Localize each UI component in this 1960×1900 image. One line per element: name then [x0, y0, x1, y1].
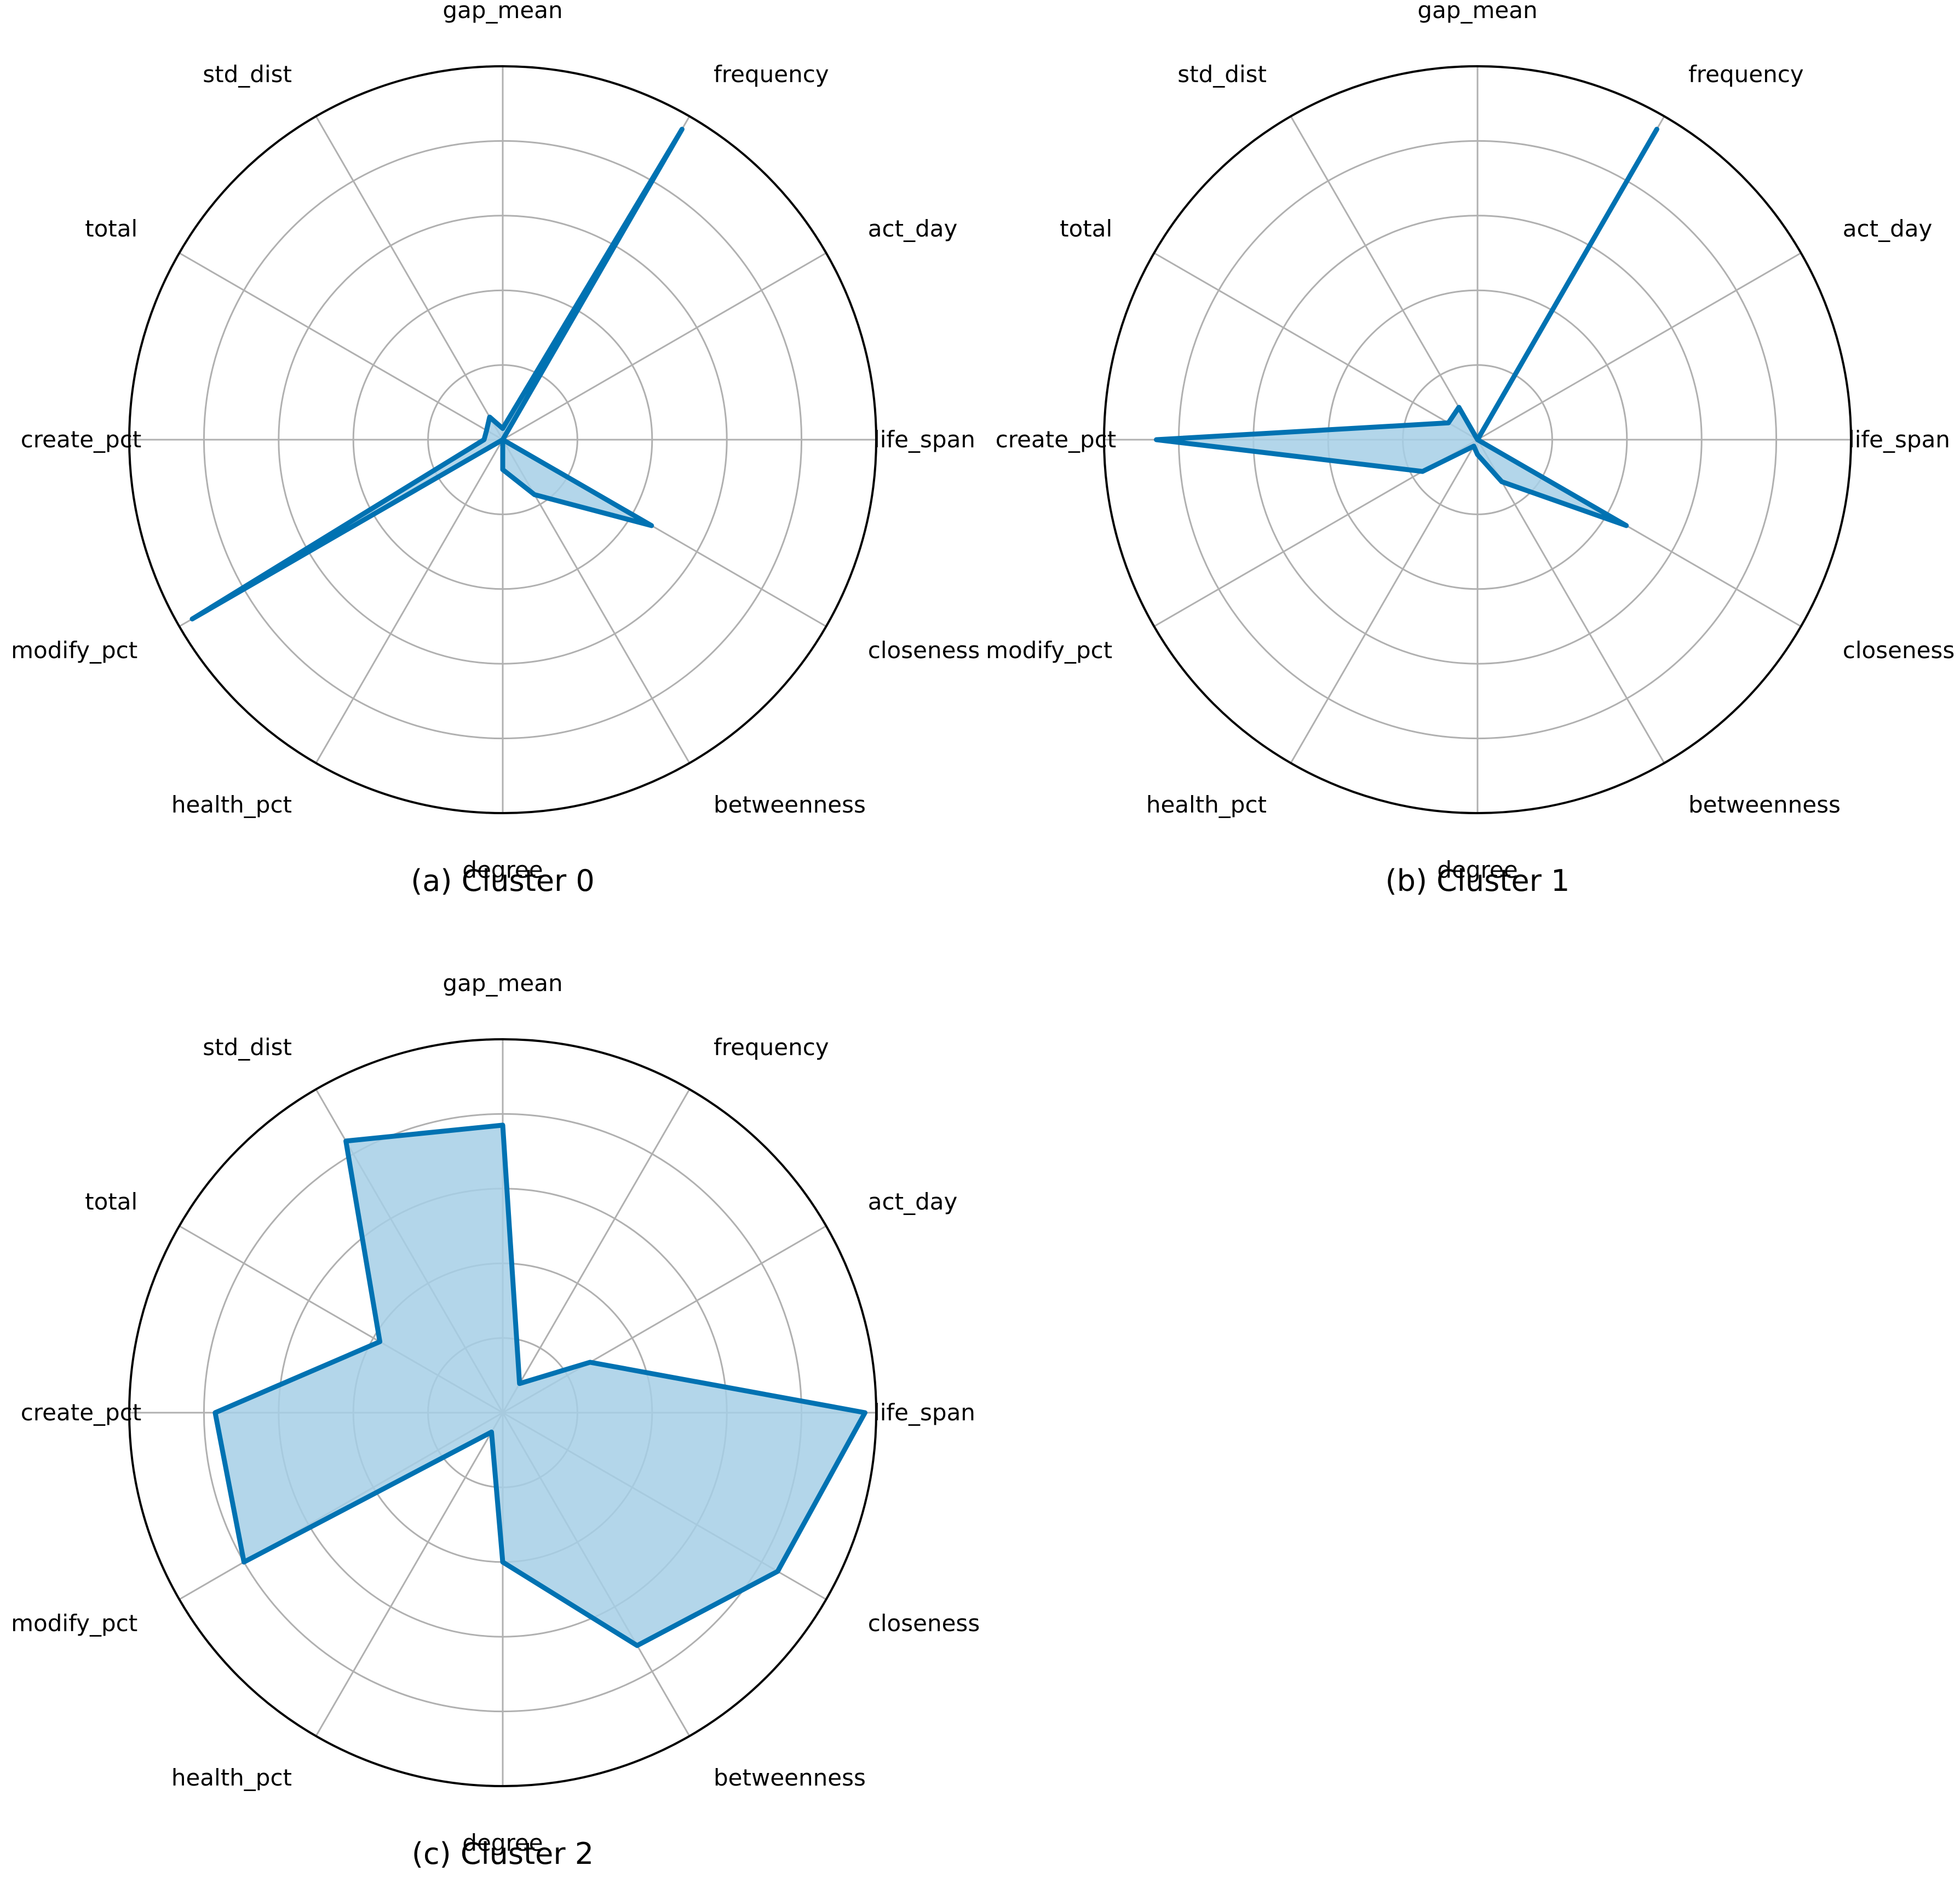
axis-label-std_dist: std_dist	[203, 1034, 292, 1061]
spoke-health_pct	[1290, 439, 1479, 764]
axis-label-degree: degree	[1437, 856, 1518, 883]
axis-label-total: total	[85, 1188, 137, 1215]
series-line	[1154, 126, 1659, 528]
axis-label-life_span: life_span	[873, 1399, 975, 1426]
series-area	[192, 129, 682, 619]
spoke-act_day	[1477, 252, 1802, 441]
spoke-total	[179, 252, 503, 441]
axis-label-act_day: act_day	[1843, 215, 1933, 242]
spoke-health_pct	[315, 439, 504, 764]
series-line	[212, 1122, 867, 1648]
axis-label-gap_mean: gap_mean	[442, 0, 562, 24]
axis-label-modify_pct: modify_pct	[986, 637, 1112, 664]
panel-caption: (a) Cluster 0	[411, 863, 595, 898]
axis-label-create_pct: create_pct	[996, 426, 1117, 453]
spoke-std_dist	[315, 116, 504, 440]
axis-label-frequency: frequency	[714, 1034, 829, 1061]
axis-label-life_span: life_span	[1848, 426, 1950, 453]
axis-label-closeness: closeness	[1843, 637, 1955, 664]
spoke-health_pct	[315, 1412, 504, 1737]
axis-label-life_span: life_span	[873, 426, 975, 453]
axis-label-degree: degree	[462, 856, 543, 883]
axis-label-closeness: closeness	[868, 637, 980, 664]
axis-label-health_pct: health_pct	[1146, 791, 1267, 818]
polar-frame	[128, 65, 877, 814]
series-line	[189, 126, 685, 621]
axis-label-closeness: closeness	[868, 1610, 980, 1637]
spoke-act_day	[502, 252, 827, 441]
axis-label-degree: degree	[462, 1829, 543, 1856]
polar-frame	[128, 1038, 877, 1787]
axis-label-create_pct: create_pct	[21, 426, 142, 453]
axis-label-modify_pct: modify_pct	[11, 1610, 137, 1637]
axis-label-betweenness: betweenness	[714, 791, 866, 818]
spoke-frequency	[502, 1089, 691, 1413]
axis-label-total: total	[1060, 215, 1112, 242]
polar-frame	[1103, 65, 1852, 814]
panel-caption: (b) Cluster 1	[1386, 863, 1570, 898]
axis-label-betweenness: betweenness	[714, 1764, 866, 1791]
radar-panel-cluster-0: gap_mean frequency act_day life_spanclosene…	[11, 0, 980, 898]
axis-label-act_day: act_day	[868, 215, 958, 242]
radar-panel-cluster-2: gap_mean frequency act_day life_spanclosene…	[11, 970, 980, 1871]
spoke-total	[1153, 252, 1478, 441]
panel-caption: (c) Cluster 2	[412, 1836, 594, 1871]
axis-label-create_pct: create_pct	[21, 1399, 142, 1426]
axis-label-gap_mean: gap_mean	[1417, 0, 1537, 24]
axis-label-gap_mean: gap_mean	[442, 970, 562, 997]
axis-label-act_day: act_day	[868, 1188, 958, 1215]
axis-label-modify_pct: modify_pct	[11, 637, 137, 664]
axis-label-health_pct: health_pct	[171, 791, 292, 818]
axis-label-std_dist: std_dist	[1177, 61, 1267, 88]
axis-label-total: total	[85, 215, 137, 242]
series-area	[215, 1125, 865, 1646]
series-area	[1156, 129, 1657, 526]
spoke-std_dist	[1290, 116, 1479, 440]
spoke-betweenness	[1476, 439, 1665, 764]
axis-label-frequency: frequency	[1688, 61, 1804, 88]
radar-panel-cluster-1: gap_mean frequency act_day life_spanclosene…	[986, 0, 1955, 898]
axis-label-std_dist: std_dist	[203, 61, 292, 88]
axis-label-betweenness: betweenness	[1688, 791, 1841, 818]
axis-label-health_pct: health_pct	[171, 1764, 292, 1791]
axis-label-frequency: frequency	[714, 61, 829, 88]
